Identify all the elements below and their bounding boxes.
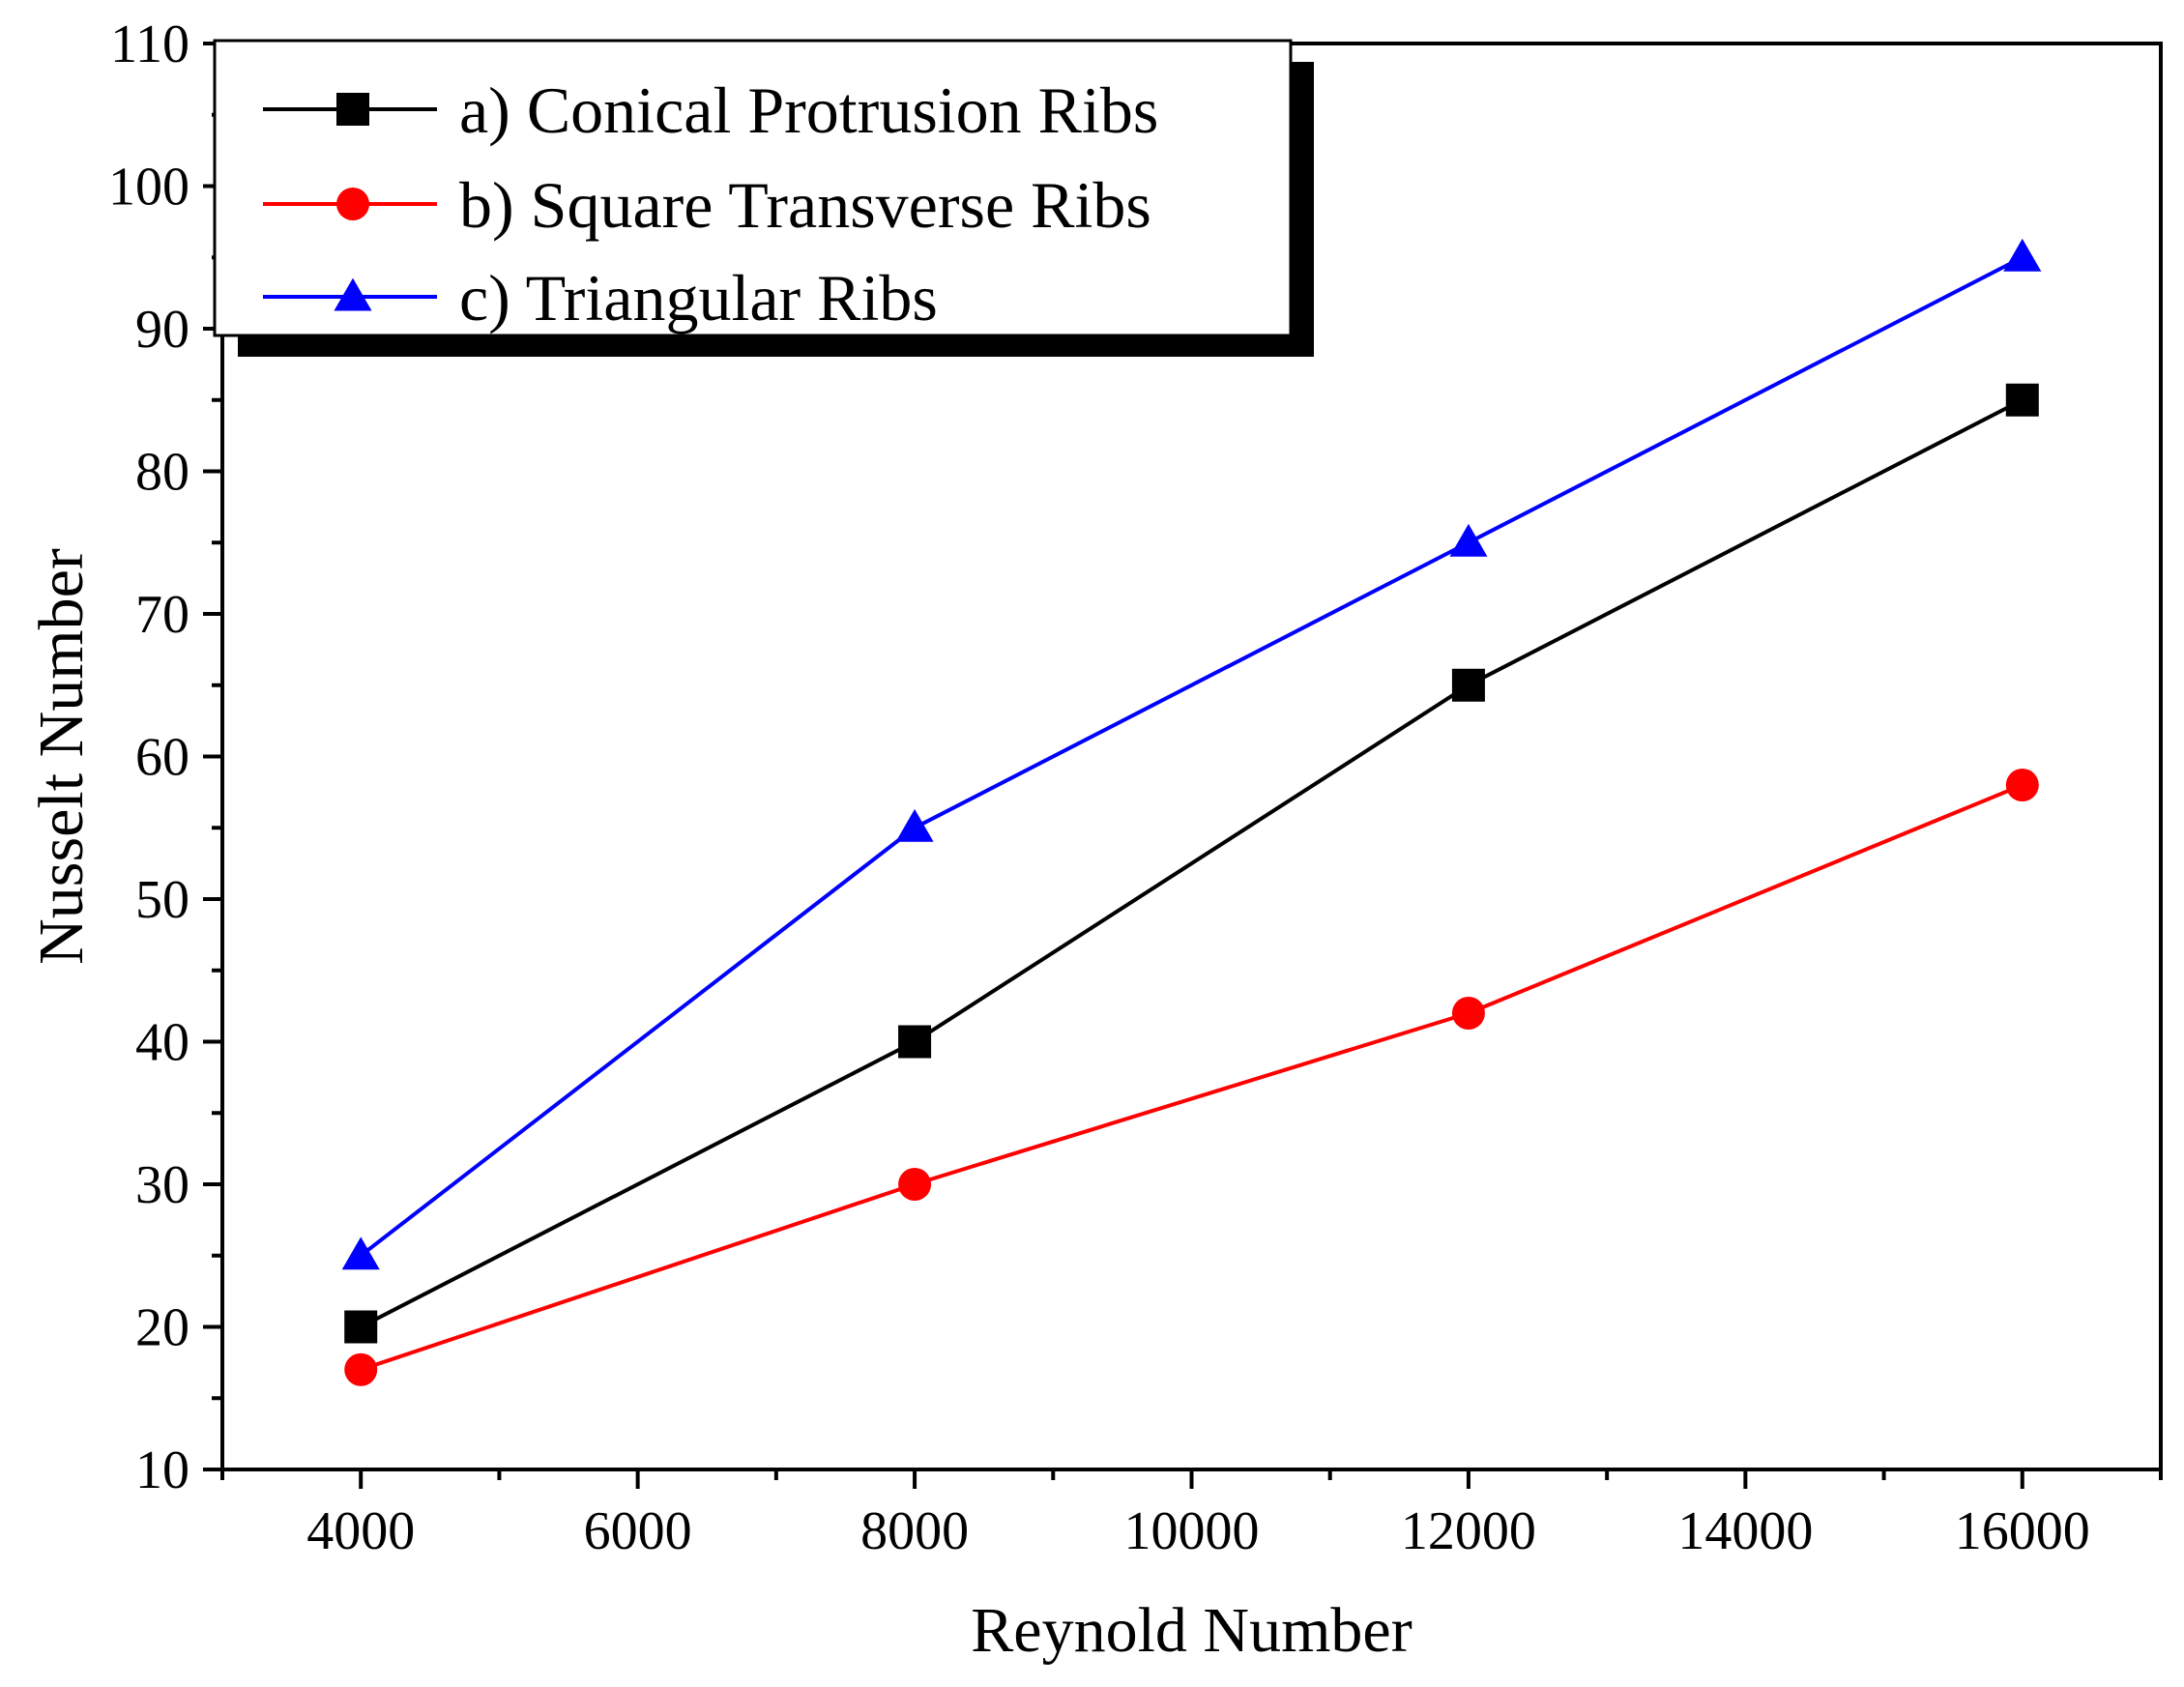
y-tick-label: 10 bbox=[135, 1440, 189, 1500]
data-point bbox=[895, 808, 934, 842]
series-line bbox=[360, 397, 2024, 1329]
data-point bbox=[1451, 668, 1485, 702]
data-point bbox=[344, 1353, 378, 1386]
legend-entry: a) Conical Protrusion Ribs bbox=[263, 73, 1158, 147]
y-tick-label: 70 bbox=[135, 585, 189, 645]
x-tick-label: 10000 bbox=[1124, 1501, 1260, 1561]
y-tick-label: 90 bbox=[135, 300, 189, 360]
series-line bbox=[359, 255, 2024, 1258]
series-triangle bbox=[341, 238, 2042, 1270]
legend-marker bbox=[336, 188, 369, 220]
data-point bbox=[1451, 997, 1485, 1030]
series-line bbox=[360, 783, 2024, 1372]
data-point bbox=[2003, 238, 2042, 272]
data-point bbox=[2005, 769, 2039, 801]
y-tick-label: 30 bbox=[135, 1155, 189, 1215]
legend-label: c) Triangular Ribs bbox=[459, 261, 938, 334]
legend-marker bbox=[334, 277, 372, 311]
legend-entry: b) Square Transverse Ribs bbox=[263, 168, 1151, 242]
x-tick-label: 4000 bbox=[306, 1501, 415, 1561]
y-tick-label: 100 bbox=[108, 158, 189, 218]
series-circle bbox=[344, 769, 2039, 1386]
data-point bbox=[898, 1025, 932, 1059]
y-tick-label: 50 bbox=[135, 870, 189, 930]
legend-label: b) Square Transverse Ribs bbox=[459, 168, 1151, 242]
x-tick-label: 12000 bbox=[1401, 1501, 1536, 1561]
x-tick-label: 8000 bbox=[860, 1501, 969, 1561]
data-point bbox=[341, 1236, 380, 1270]
y-tick-label: 110 bbox=[110, 15, 189, 74]
data-point bbox=[2005, 383, 2039, 417]
axes-layer: 4000 6000 8000 10000 12000 14000 16000 10 20 30 40… bbox=[26, 15, 2163, 1666]
y-axis-title: Nusselt Number bbox=[26, 548, 97, 965]
x-tick-label: 14000 bbox=[1677, 1501, 1813, 1561]
legend: a) Conical Protrusion Ribs b) Square Tran… bbox=[213, 39, 1314, 357]
x-tick-label: 16000 bbox=[1955, 1501, 2090, 1561]
x-axis-title: Reynold Number bbox=[971, 1595, 1412, 1666]
data-point bbox=[344, 1310, 378, 1344]
legend-marker bbox=[336, 93, 369, 126]
legend-entry: c) Triangular Ribs bbox=[263, 261, 938, 334]
legend-box bbox=[213, 39, 1293, 337]
y-tick-label: 40 bbox=[135, 1013, 189, 1073]
series-layer bbox=[341, 238, 2042, 1386]
legend-label: a) Conical Protrusion Ribs bbox=[459, 73, 1158, 147]
y-tick-label: 60 bbox=[135, 728, 189, 788]
series-square bbox=[344, 383, 2039, 1344]
y-tick-label: 80 bbox=[135, 443, 189, 503]
data-point bbox=[898, 1168, 932, 1201]
x-tick-label: 6000 bbox=[584, 1501, 692, 1561]
y-tick-label: 20 bbox=[135, 1298, 189, 1358]
data-point bbox=[1449, 523, 1488, 557]
